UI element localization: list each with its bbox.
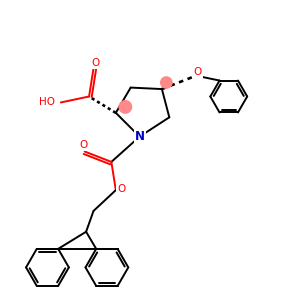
Circle shape [161, 77, 172, 88]
Text: N: N [135, 130, 145, 143]
Text: O: O [117, 184, 125, 194]
Text: HO: HO [40, 98, 56, 107]
Text: O: O [79, 140, 87, 150]
Text: O: O [194, 67, 202, 77]
Text: O: O [91, 58, 99, 68]
Circle shape [119, 101, 132, 113]
